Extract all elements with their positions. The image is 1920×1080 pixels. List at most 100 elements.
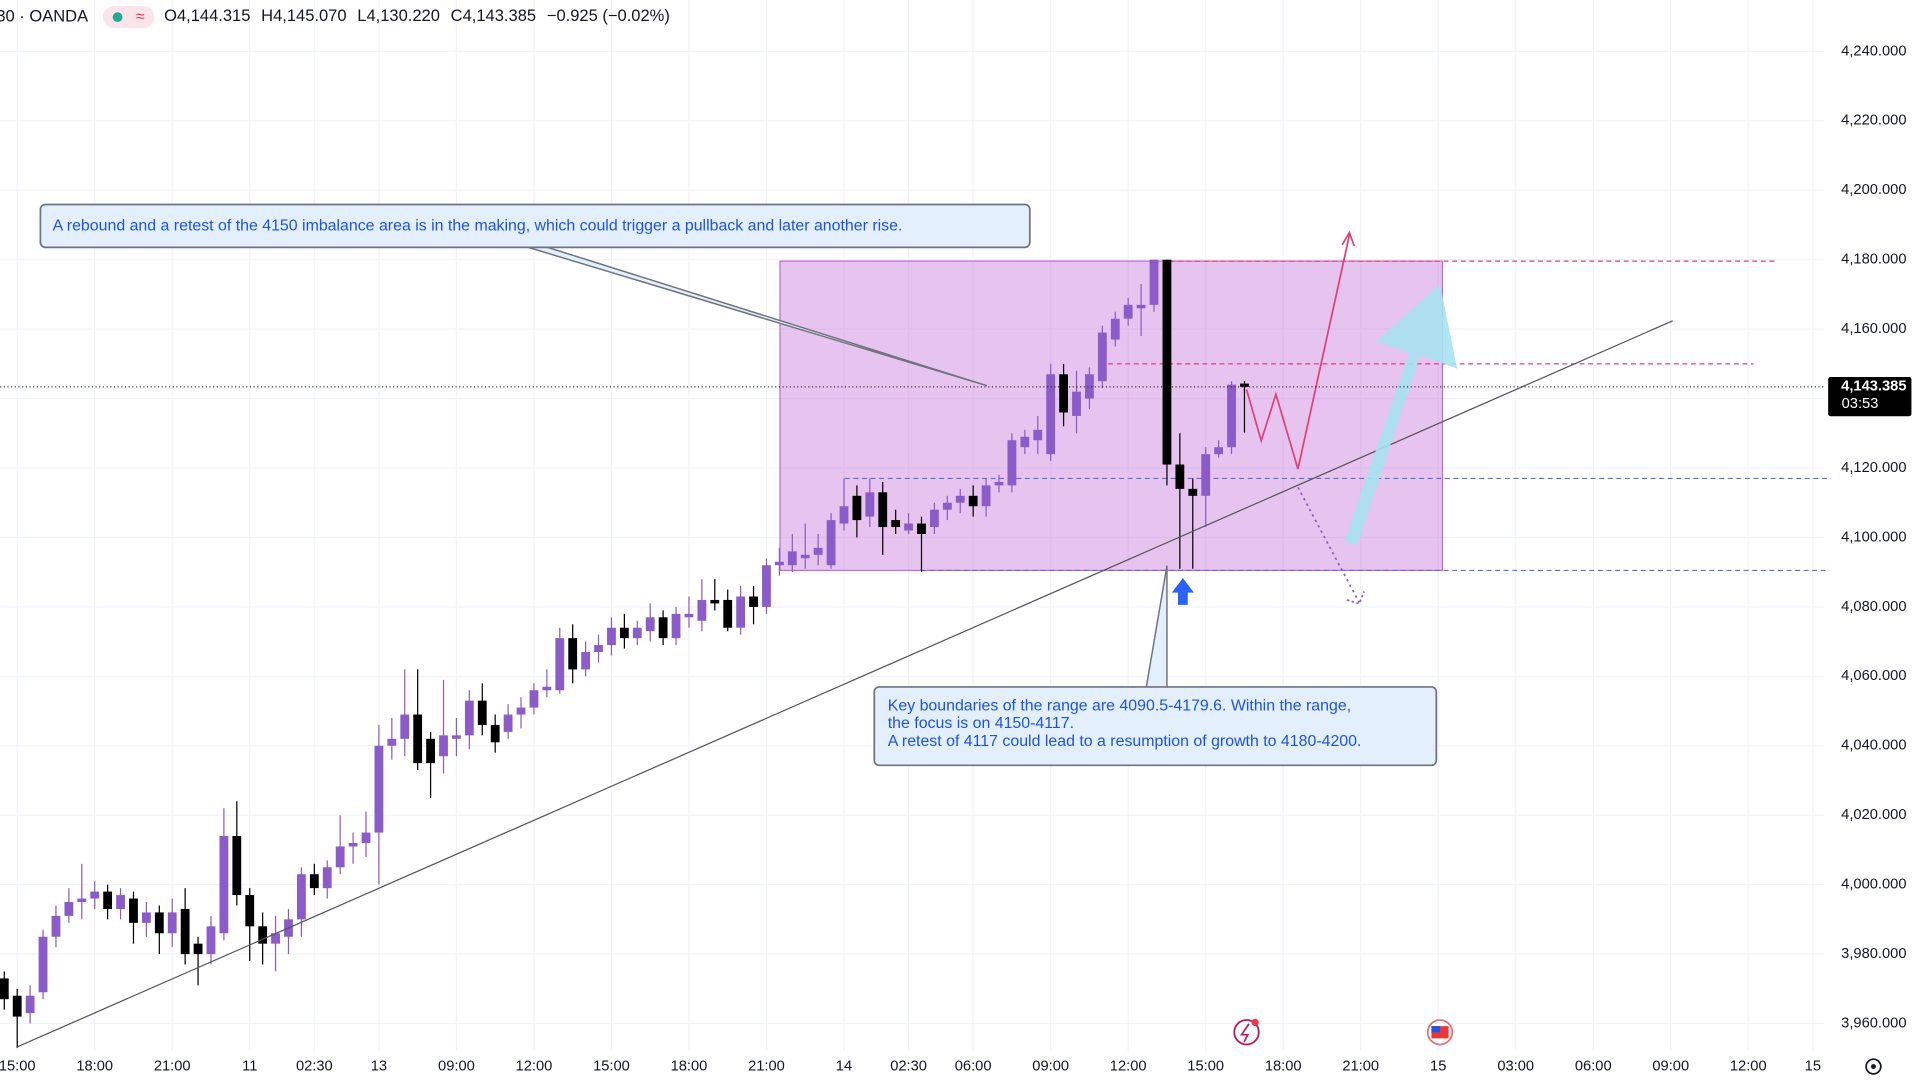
candle-body bbox=[1110, 318, 1120, 340]
y-tick-label: 4,220.000 bbox=[1841, 113, 1906, 129]
candle-body bbox=[594, 645, 603, 653]
y-tick-label: 4,180.000 bbox=[1841, 252, 1906, 268]
y-tick-label: 4,080.000 bbox=[1841, 599, 1906, 615]
x-tick-label: 21:00 bbox=[1342, 1058, 1379, 1074]
price-tag bbox=[1828, 377, 1912, 417]
x-tick-label: 14 bbox=[836, 1058, 852, 1074]
candle-body bbox=[77, 898, 87, 903]
x-tick-label: 02:30 bbox=[296, 1058, 333, 1074]
y-tick-label: 3,960.000 bbox=[1841, 1015, 1906, 1031]
candle-body bbox=[219, 836, 229, 934]
candle-body bbox=[1136, 304, 1146, 309]
candle-body bbox=[865, 492, 875, 517]
ohlc-label: H bbox=[261, 7, 273, 26]
candle-body bbox=[1240, 383, 1249, 387]
x-tick-label: 18:00 bbox=[1265, 1058, 1302, 1074]
y-tick-label: 4,060.000 bbox=[1841, 668, 1906, 684]
flag-canton bbox=[1431, 1026, 1440, 1033]
candle-body bbox=[891, 520, 901, 528]
candle-body bbox=[632, 627, 642, 639]
candle-body bbox=[645, 617, 655, 632]
callout-text: A rebound and a retest of the 4150 imbal… bbox=[53, 218, 903, 235]
settings-button[interactable] bbox=[1865, 1058, 1882, 1075]
candle-body bbox=[490, 724, 500, 743]
candle-body bbox=[1175, 464, 1185, 489]
candle-body bbox=[813, 547, 823, 555]
candle-body bbox=[245, 895, 255, 927]
y-tick-label: 4,240.000 bbox=[1841, 43, 1906, 59]
candle-body bbox=[12, 995, 22, 1017]
candle-body bbox=[994, 481, 1004, 486]
candle-body bbox=[697, 599, 707, 621]
candle-body bbox=[1033, 429, 1043, 441]
candle-body bbox=[167, 912, 177, 934]
candle-body bbox=[955, 495, 965, 503]
y-tick-label: 4,000.000 bbox=[1841, 877, 1906, 893]
candle-body bbox=[1123, 304, 1133, 319]
candles bbox=[0, 259, 1249, 1048]
growth-arrow bbox=[1344, 284, 1458, 547]
candle-body bbox=[774, 561, 784, 566]
projection-path bbox=[1245, 234, 1351, 470]
candle-body bbox=[426, 738, 435, 764]
candle-body bbox=[1072, 391, 1081, 416]
x-tick-label: 15:00 bbox=[1187, 1058, 1224, 1074]
candle-body bbox=[852, 495, 862, 521]
candle-body bbox=[503, 714, 513, 732]
candle-body bbox=[542, 686, 552, 691]
candle-body bbox=[335, 846, 345, 868]
candle-body bbox=[710, 599, 720, 604]
candle-body bbox=[400, 714, 410, 739]
x-tick-label: 09:00 bbox=[438, 1058, 475, 1074]
candle-body bbox=[1046, 374, 1056, 455]
support-arrow bbox=[1171, 577, 1194, 605]
y-tick-label: 4,020.000 bbox=[1841, 807, 1906, 823]
ohlc-label: L bbox=[357, 7, 366, 26]
candle-body bbox=[64, 902, 74, 916]
symbol[interactable]: 30 · OANDA bbox=[0, 7, 88, 26]
event-badge bbox=[1251, 1018, 1259, 1027]
candle-body bbox=[930, 509, 939, 528]
candle-body bbox=[477, 700, 487, 725]
candle-body bbox=[154, 912, 164, 934]
candle-body bbox=[1097, 332, 1107, 382]
x-tick-label: 06:00 bbox=[955, 1058, 992, 1074]
candle-body bbox=[878, 492, 888, 528]
x-tick-label: 21:00 bbox=[154, 1058, 191, 1074]
y-tick-label: 4,120.000 bbox=[1841, 460, 1906, 476]
ohlc-value: 4,145.070 bbox=[273, 7, 346, 26]
candle-body bbox=[322, 867, 332, 889]
change: −0.925 (−0.02%) bbox=[547, 7, 670, 26]
candle-body bbox=[387, 738, 397, 746]
candle-body bbox=[749, 596, 758, 607]
candle-body bbox=[581, 652, 591, 670]
event-icon[interactable] bbox=[1233, 1019, 1260, 1046]
x-tick-label: 11 bbox=[242, 1058, 257, 1074]
candle-body bbox=[141, 912, 151, 923]
candle-body bbox=[787, 551, 797, 566]
x-tick-label: 06:00 bbox=[1575, 1058, 1612, 1074]
ohlc-label: O bbox=[164, 7, 177, 26]
candle-body bbox=[348, 842, 358, 847]
candle-body bbox=[904, 523, 913, 531]
candle-body bbox=[374, 745, 384, 833]
candle-body bbox=[464, 700, 474, 736]
candle-body bbox=[723, 599, 733, 628]
x-tick-label: 12:00 bbox=[1730, 1058, 1767, 1074]
ohlc-value: 4,143.385 bbox=[463, 7, 536, 26]
candle-body bbox=[917, 523, 926, 534]
candle-body bbox=[981, 485, 991, 507]
candle-body bbox=[1162, 259, 1172, 465]
x-tick-label: 15:00 bbox=[593, 1058, 630, 1074]
candle-body bbox=[1188, 488, 1198, 496]
candle-body bbox=[684, 613, 694, 618]
candle-body bbox=[38, 936, 48, 993]
candle-body bbox=[439, 735, 448, 757]
candle-body bbox=[90, 891, 100, 899]
candle-body bbox=[942, 502, 952, 510]
candle-body bbox=[413, 714, 423, 764]
ohlc-label: C bbox=[451, 7, 463, 26]
candle-body bbox=[1059, 374, 1068, 413]
candle-body bbox=[1201, 454, 1211, 496]
